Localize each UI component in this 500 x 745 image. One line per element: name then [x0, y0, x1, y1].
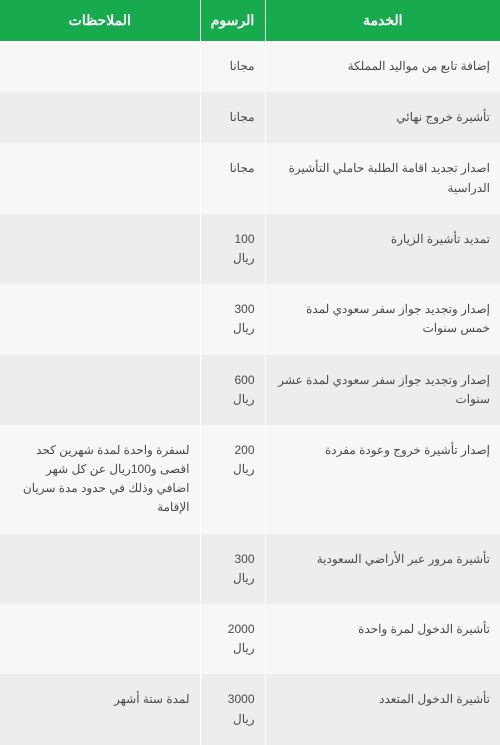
- cell-notes: [0, 355, 200, 425]
- cell-fee: مجانا: [200, 41, 265, 92]
- cell-service: إصدار تأشيرة خروج وعودة مفردة: [265, 425, 500, 534]
- table-row: إصدار وتجديد جواز سفر سعودي لمدة خمس سنو…: [0, 284, 500, 354]
- cell-fee: 3000 ريال: [200, 674, 265, 744]
- cell-fee: 100 ريال: [200, 214, 265, 284]
- header-notes: الملاحظات: [0, 0, 200, 41]
- table-row: تأشيرة مرور عبر الأراضي السعودية300 ريال: [0, 534, 500, 604]
- table-row: تأشيرة خروج نهائيمجانا: [0, 92, 500, 143]
- fees-table: الخدمة الرسوم الملاحظات إضافة تابع من مو…: [0, 0, 500, 745]
- table-row: إصدار تأشيرة خروج وعودة مفردة200 رياللسف…: [0, 425, 500, 534]
- cell-fee: 300 ريال: [200, 284, 265, 354]
- table-row: تأشيرة الدخول المتعدد3000 رياللمدة ستة أ…: [0, 674, 500, 744]
- cell-notes: [0, 214, 200, 284]
- cell-service: تأشيرة الدخول لمرة واحدة: [265, 604, 500, 674]
- fees-table-container: الخدمة الرسوم الملاحظات إضافة تابع من مو…: [0, 0, 500, 745]
- cell-service: إصدار وتجديد جواز سفر سعودي لمدة خمس سنو…: [265, 284, 500, 354]
- table-row: تمديد تأشيرة الزيارة100 ريال: [0, 214, 500, 284]
- cell-notes: [0, 284, 200, 354]
- table-row: إصدار وتجديد جواز سفر سعودي لمدة عشر سنو…: [0, 355, 500, 425]
- table-row: إضافة تابع من مواليد المملكةمجانا: [0, 41, 500, 92]
- cell-fee: مجانا: [200, 143, 265, 213]
- cell-notes: [0, 92, 200, 143]
- cell-fee: 600 ريال: [200, 355, 265, 425]
- cell-notes: لسفرة واحدة لمدة شهرين كحد اقصى و100ريال…: [0, 425, 200, 534]
- cell-service: تأشيرة الدخول المتعدد: [265, 674, 500, 744]
- table-row: تأشيرة الدخول لمرة واحدة2000 ريال: [0, 604, 500, 674]
- cell-fee: 300 ريال: [200, 534, 265, 604]
- cell-notes: [0, 604, 200, 674]
- cell-service: تأشيرة خروج نهائي: [265, 92, 500, 143]
- cell-fee: 2000 ريال: [200, 604, 265, 674]
- cell-notes: [0, 41, 200, 92]
- header-fee: الرسوم: [200, 0, 265, 41]
- table-body: إضافة تابع من مواليد المملكةمجاناتأشيرة …: [0, 41, 500, 745]
- cell-service: إضافة تابع من مواليد المملكة: [265, 41, 500, 92]
- header-service: الخدمة: [265, 0, 500, 41]
- cell-service: اصدار تجديد اقامة الطلبة حاملي التأشيرة …: [265, 143, 500, 213]
- cell-service: تمديد تأشيرة الزيارة: [265, 214, 500, 284]
- cell-notes: [0, 143, 200, 213]
- cell-fee: مجانا: [200, 92, 265, 143]
- cell-service: تأشيرة مرور عبر الأراضي السعودية: [265, 534, 500, 604]
- header-row: الخدمة الرسوم الملاحظات: [0, 0, 500, 41]
- cell-service: إصدار وتجديد جواز سفر سعودي لمدة عشر سنو…: [265, 355, 500, 425]
- cell-fee: 200 ريال: [200, 425, 265, 534]
- cell-notes: [0, 534, 200, 604]
- table-row: اصدار تجديد اقامة الطلبة حاملي التأشيرة …: [0, 143, 500, 213]
- cell-notes: لمدة ستة أشهر: [0, 674, 200, 744]
